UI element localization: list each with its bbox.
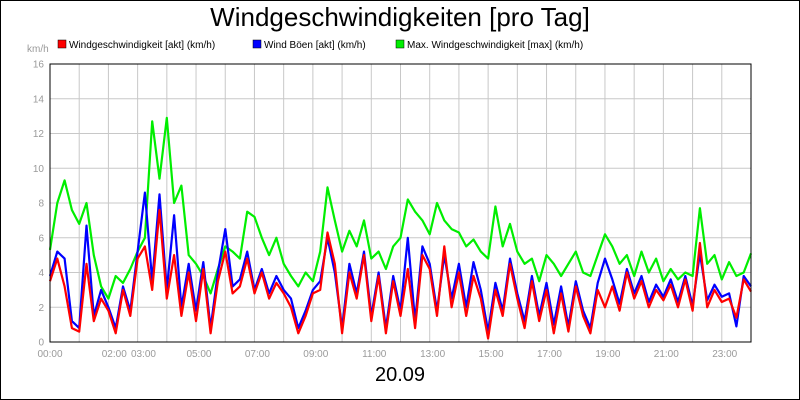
y-tick-label: 14 <box>33 94 45 105</box>
axis-ticks: 0 2 4 6 8 10 12 14 16 00:00 02:00 03:00 05:00 07:00 09… <box>33 60 738 361</box>
series-windgeschwindigkeit-line <box>48 208 752 340</box>
y-tick-label: 0 <box>38 338 44 349</box>
y-tick-label: 4 <box>38 268 44 279</box>
y-tick-label: 10 <box>33 164 45 175</box>
y-tick-label: 8 <box>38 199 44 210</box>
legend: Windgeschwindigkeit [akt] (km/h) Wind Böe… <box>57 39 583 51</box>
legend-item-max: Max. Windgeschwindigkeit [max] (km/h) <box>395 39 583 51</box>
x-tick-label: 03:00 <box>131 349 156 360</box>
x-tick-label: 11:00 <box>362 349 387 360</box>
series-layer <box>48 116 753 340</box>
chart-title: Windgeschwindigkeiten [pro Tag] <box>210 2 590 32</box>
legend-swatch <box>395 39 405 49</box>
x-tick-label: 15:00 <box>479 349 504 360</box>
y-tick-label: 6 <box>38 233 44 244</box>
plot-border <box>49 63 752 343</box>
y-axis-label: km/h <box>27 44 49 55</box>
x-tick-label: 02:00 <box>102 349 127 360</box>
legend-label: Windgeschwindigkeit [akt] (km/h) <box>69 40 215 51</box>
y-tick-label: 2 <box>38 303 44 314</box>
x-tick-label: 07:00 <box>245 349 270 360</box>
x-tick-label: 13:00 <box>420 349 445 360</box>
legend-label: Wind Böen [akt] (km/h) <box>264 40 366 51</box>
y-tick-label: 12 <box>33 129 45 140</box>
date-label: 20.09 <box>374 364 426 386</box>
legend-swatch <box>57 39 67 49</box>
x-tick-label: 21:00 <box>654 349 679 360</box>
x-tick-label: 00:00 <box>37 349 62 360</box>
x-tick-label: 05:00 <box>186 349 211 360</box>
legend-swatch <box>252 39 262 49</box>
series-max-line <box>48 116 753 300</box>
x-tick-label: 17:00 <box>537 349 562 360</box>
x-tick-label: 09:00 <box>303 349 328 360</box>
legend-label: Max. Windgeschwindigkeit [max] (km/h) <box>407 40 583 51</box>
legend-item-windgeschwindigkeit: Windgeschwindigkeit [akt] (km/h) <box>57 39 215 51</box>
legend-item-boeen: Wind Böen [akt] (km/h) <box>252 39 366 51</box>
x-tick-label: 19:00 <box>595 349 620 360</box>
y-tick-label: 16 <box>33 60 45 71</box>
x-tick-label: 23:00 <box>712 349 737 360</box>
